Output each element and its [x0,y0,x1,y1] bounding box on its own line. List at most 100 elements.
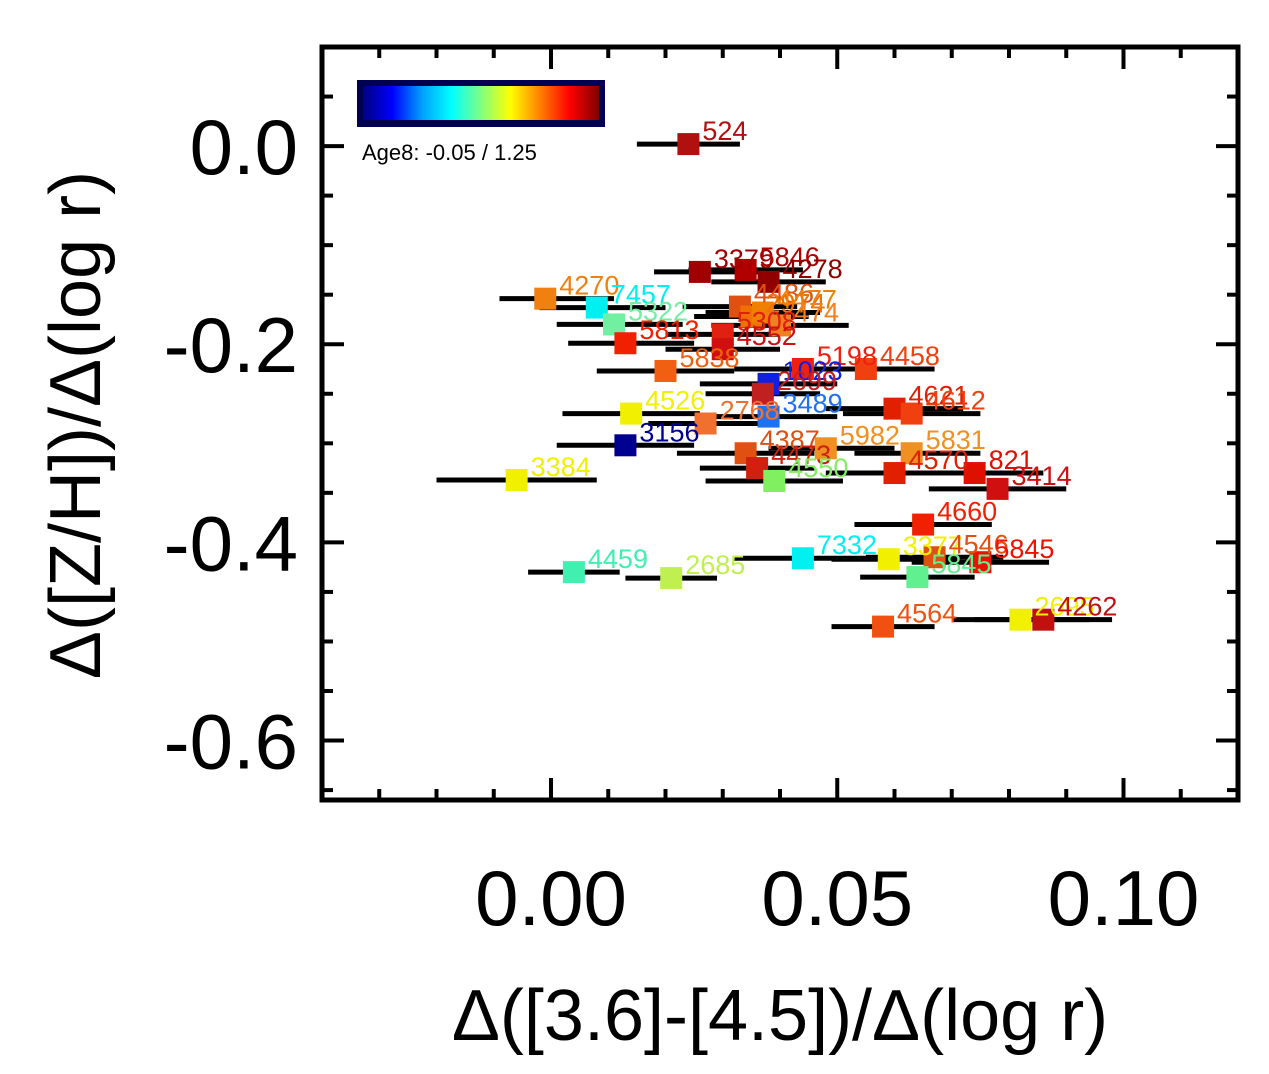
x-tick-label: 0.05 [761,854,913,942]
data-point [602,313,625,336]
y-tick-label: -0.4 [164,499,298,587]
data-point [751,382,774,405]
point-label: 4564 [897,599,957,629]
colorbar: Age8: -0.05 / 1.25 [357,80,605,165]
data-point [734,258,757,281]
point-label: 2695 [1034,592,1094,622]
point-label: 2699 [777,366,837,396]
data-point [912,513,935,536]
point-label: 4473 [771,440,831,470]
point-label: 7332 [817,530,877,560]
data-point [923,546,946,569]
data-point [1009,608,1032,631]
x-tick-labels: 0.00 0.05 0.10 [475,854,1199,942]
data-point [906,566,929,589]
data-point [694,412,717,435]
point-label: 3414 [1012,461,1072,491]
y-tick-label: -0.2 [164,301,298,389]
point-label: 4621 [909,381,969,411]
data-point [969,551,992,574]
point-label: 5198 [817,341,877,371]
data-point [900,402,923,425]
data-point [986,477,1009,500]
data-point [883,397,906,420]
data-point [757,270,780,293]
data-point [614,434,637,457]
point-label: 5846 [760,242,820,272]
point-label: 4526 [645,386,705,416]
data-point [763,469,786,492]
point-label: 2974 [765,288,825,318]
point-label: 4458 [880,341,940,371]
point-label: 4387 [760,425,820,455]
point-label: 3489 [783,389,843,419]
data-point [505,468,528,491]
data-point [883,462,906,485]
y-tick-label: -0.6 [164,698,298,786]
point-label: 474 [794,297,839,327]
data-point [620,402,643,425]
data-point [660,567,683,590]
data-point [751,301,774,324]
data-point [711,338,734,361]
point-label: 4477 [777,285,837,315]
colorbar-label: Age8: -0.05 / 1.25 [362,140,537,165]
point-label: 2685 [685,550,745,580]
point-label: 4552 [737,321,797,351]
point-label: 5845 [931,549,991,579]
point-label: 4270 [559,271,619,301]
point-label: 4278 [783,254,843,284]
y-tick-label: 0.0 [190,103,298,191]
y-tick-labels: 0.0 -0.2 -0.4 -0.6 [164,103,298,785]
point-label: 5308 [737,306,797,336]
point-label: 524 [702,116,747,146]
point-label: 3384 [531,452,591,482]
point-label: 3377 [903,531,963,561]
data-point [872,615,895,638]
point-label: 5845 [994,534,1054,564]
point-label: 4546 [949,529,1009,559]
data-point [854,358,877,381]
data-point [746,457,769,480]
data-point [900,442,923,465]
data-point [585,296,608,319]
point-label: 5838 [680,343,740,373]
axis-ticks [322,47,1238,800]
data-point [814,437,837,460]
data-point [677,133,700,156]
x-tick-label: 0.00 [475,854,627,942]
data-point [791,358,814,381]
point-label: 5982 [840,420,900,450]
point-label: 4550 [788,453,848,483]
data-points [505,133,1055,638]
point-label: 5322 [628,296,688,326]
data-point [791,547,814,570]
point-label: 5831 [926,425,986,455]
x-tick-label: 0.10 [1048,854,1200,942]
point-label: 4486 [754,279,814,309]
x-axis-title: Δ([3.6]-[4.5])/Δ(log r) [452,976,1108,1056]
point-label: 3379 [714,244,774,274]
data-point [1032,608,1055,631]
point-label: 3156 [639,417,699,447]
y-axis-title: Δ([Z/H])/Δ(log r) [36,171,116,679]
colorbar-gradient [363,86,599,120]
point-label: 7457 [611,280,671,310]
data-point [877,548,900,571]
data-point [769,314,791,337]
data-point [963,462,986,485]
data-point [534,287,557,310]
point-label: 821 [989,445,1034,475]
point-label: 4262 [1057,592,1117,622]
data-point [688,260,711,283]
point-label: 4660 [937,497,997,527]
point-label: 1023 [783,356,843,386]
point-label: 4570 [909,445,969,475]
data-point [757,405,780,428]
point-label: 4612 [926,386,986,416]
data-point [562,561,585,584]
point-label: 4459 [588,544,648,574]
point-label: 5813 [639,315,699,345]
